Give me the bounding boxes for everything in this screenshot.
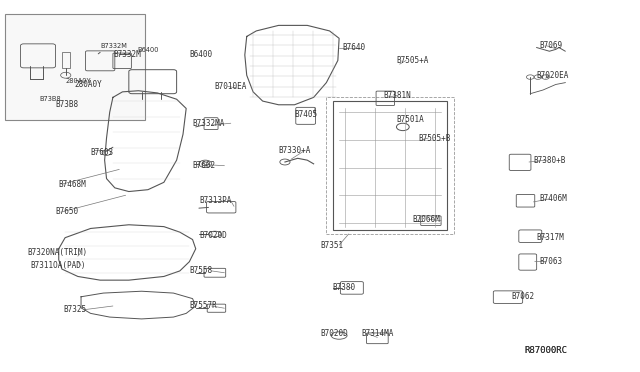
Text: B7332M: B7332M (100, 44, 127, 49)
Text: B7558: B7558 (189, 266, 212, 275)
Text: B7505+B: B7505+B (419, 134, 451, 142)
Text: B7501A: B7501A (396, 115, 424, 124)
Text: B7314MA: B7314MA (362, 329, 394, 338)
Text: B7311OA(PAD): B7311OA(PAD) (30, 261, 86, 270)
Text: B7020EA: B7020EA (537, 71, 569, 80)
Text: B7351: B7351 (320, 241, 343, 250)
Text: B7406M: B7406M (540, 195, 568, 203)
Text: B7063: B7063 (540, 257, 563, 266)
Text: B7317M: B7317M (537, 233, 564, 242)
Text: R87000RC: R87000RC (524, 346, 567, 355)
Text: B7320NA(TRIM): B7320NA(TRIM) (27, 248, 87, 257)
Text: B7020D: B7020D (199, 231, 227, 240)
Text: B7332MA: B7332MA (193, 119, 225, 128)
Text: B7380: B7380 (333, 283, 356, 292)
Text: B7381N: B7381N (384, 91, 412, 100)
Text: B7603: B7603 (91, 148, 114, 157)
Text: R87000RC: R87000RC (524, 346, 567, 355)
Text: B7332M: B7332M (113, 51, 141, 60)
Text: B7330+A: B7330+A (278, 147, 311, 155)
Text: B7557R: B7557R (189, 301, 217, 311)
Bar (326, 97, 454, 234)
Text: B6400: B6400 (189, 51, 212, 60)
Text: B7640: B7640 (342, 43, 365, 52)
Text: B7062: B7062 (511, 292, 534, 301)
Text: B7020D: B7020D (320, 329, 348, 338)
Text: B7010EA: B7010EA (215, 82, 247, 91)
Text: B7650: B7650 (56, 207, 79, 217)
Bar (333, 101, 447, 230)
Text: B73B8: B73B8 (56, 100, 79, 109)
Text: B7325: B7325 (64, 305, 87, 314)
Text: B7602: B7602 (193, 161, 216, 170)
Text: B73B8: B73B8 (40, 96, 61, 102)
Text: B7313PA: B7313PA (199, 196, 231, 205)
Text: B7069: B7069 (540, 41, 563, 50)
Text: B6400: B6400 (137, 47, 159, 53)
Text: B7066M: B7066M (412, 215, 440, 224)
Bar (62, 52, 70, 68)
Text: 280A0Y: 280A0Y (65, 78, 91, 84)
Text: B7505+A: B7505+A (396, 56, 429, 65)
Text: B7380+B: B7380+B (534, 155, 566, 165)
Text: B7405: B7405 (294, 109, 317, 119)
Bar (4, 14, 145, 119)
Text: 280A0Y: 280A0Y (75, 80, 102, 89)
Text: B7468M: B7468M (59, 180, 86, 189)
